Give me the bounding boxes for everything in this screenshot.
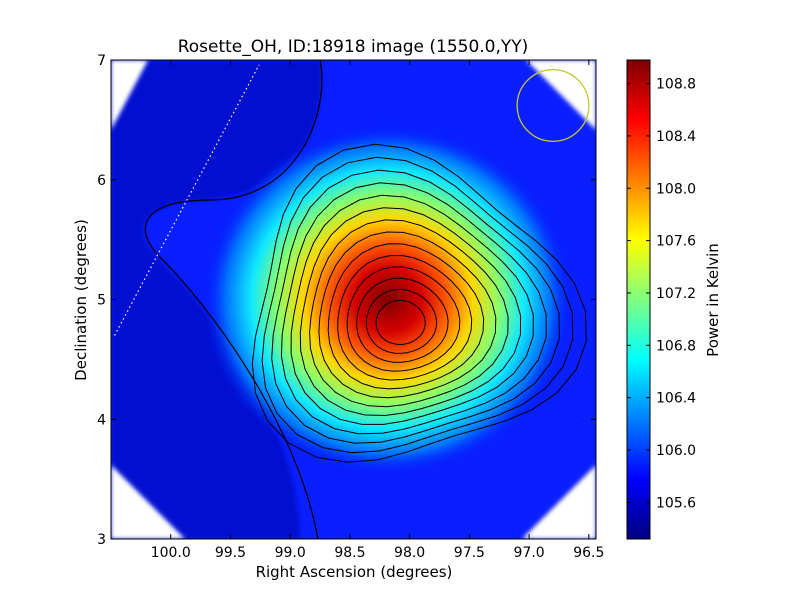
colorbar-tick-label: 108.8 [656,77,696,93]
contour-line [271,169,560,444]
colorbar-frame [626,59,651,540]
colorbar-ticks: 105.6 106.0 106.4 106.8 107.2 107.6 108.0 108.4… [627,77,696,511]
x-tick-label: 98.0 [394,545,425,561]
x-tick-label: 98.5 [334,545,365,561]
y-tick-label: 3 [97,532,106,548]
x-tick-label: 97.0 [514,545,545,561]
x-axis-label: Right Ascension (degrees) [256,563,453,581]
blank-corner-top-left [111,60,148,130]
outer-contour [144,60,323,539]
contour-line [290,194,534,425]
contour-line [318,231,497,399]
scan-line [114,64,260,336]
colorbar-tick-label: 106.8 [656,338,696,354]
blank-corner-top-right [526,60,596,130]
contour-line [375,299,426,346]
contour-line [365,288,438,354]
colorbar-tick-label: 106.4 [656,391,696,407]
y-tick-label: 5 [97,293,106,309]
contour-line [337,254,473,381]
y-tick-label: 7 [97,53,106,69]
contours [251,143,587,463]
contour-line [261,156,574,454]
colorbar-tick-label: 107.6 [656,234,696,250]
blank-corner-bottom-right [522,465,596,539]
colorbar-tick-label: 108.4 [656,129,696,145]
colorbar-tick-label: 105.6 [656,495,696,511]
x-ticks: 100.0 99.5 99.0 98.5 98.0 97.5 97.0 96.5 [151,60,604,561]
x-tick-label: 99.0 [275,545,306,561]
y-axis-label: Declination (degrees) [72,219,90,381]
x-tick-label: 99.5 [215,545,246,561]
y-tick-label: 6 [97,173,106,189]
emission-peak [203,125,573,475]
y-tick-label: 4 [97,412,106,428]
contour-line [251,143,587,463]
contour-line [346,266,461,372]
contour-line [327,243,485,390]
y-ticks: 3 4 5 6 7 [97,53,596,548]
x-tick-label: 100.0 [151,545,191,561]
contour-line [280,182,547,435]
colorbar-tick-label: 108.0 [656,181,696,197]
colorbar-label: Power in Kelvin [704,243,722,357]
beam-circle [516,69,590,142]
colorbar-tick-label: 106.0 [656,443,696,459]
colorbar: 105.6 106.0 106.4 106.8 107.2 107.6 108.0 108.4… [626,59,722,540]
contour-line [299,207,522,417]
chart-title: Rosette_OH, ID:18918 image (1550.0,YY) [178,37,529,57]
blank-corner-bottom-left [111,465,185,539]
contour-line [309,219,509,408]
plot-area: 100.0 99.5 99.0 98.5 98.0 97.5 97.0 96.5 3 4 5 6 7 [97,53,604,561]
contour-line [356,277,449,363]
colorbar-tick-label: 107.2 [656,286,696,302]
x-tick-label: 96.5 [573,545,604,561]
x-tick-label: 97.5 [454,545,485,561]
colorbar-fill [627,60,650,539]
